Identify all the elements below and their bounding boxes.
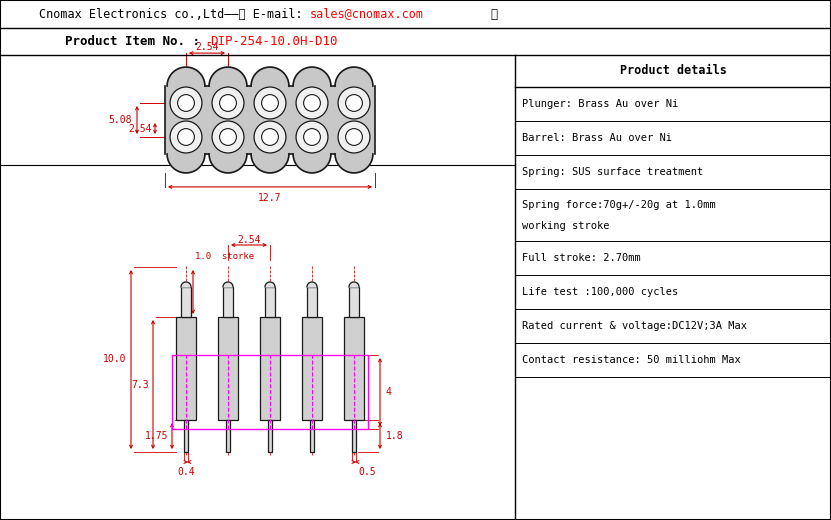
Bar (344, 317, 364, 420)
Text: 7.3: 7.3 (131, 380, 149, 389)
Polygon shape (265, 282, 275, 287)
Circle shape (346, 128, 362, 146)
Polygon shape (251, 154, 289, 173)
Polygon shape (181, 282, 191, 287)
Circle shape (178, 95, 194, 111)
Bar (268, 420, 272, 452)
Bar (223, 287, 233, 317)
Bar (260, 317, 280, 420)
Text: Life test :100,000 cycles: Life test :100,000 cycles (522, 287, 678, 297)
Circle shape (346, 95, 362, 111)
Polygon shape (307, 282, 317, 287)
Bar (181, 287, 191, 317)
Polygon shape (335, 67, 373, 86)
Circle shape (219, 95, 236, 111)
Circle shape (262, 128, 278, 146)
Polygon shape (209, 67, 247, 86)
Circle shape (212, 87, 244, 119)
Bar (172, 355, 368, 429)
Text: 2.54: 2.54 (237, 235, 261, 245)
Text: ）: ） (490, 7, 497, 20)
Polygon shape (209, 154, 247, 173)
Circle shape (296, 121, 328, 153)
Polygon shape (335, 154, 373, 173)
Text: 0.4: 0.4 (177, 467, 194, 477)
Text: 1.0  storke: 1.0 storke (195, 252, 254, 261)
Text: Contact resistance: 50 milliohm Max: Contact resistance: 50 milliohm Max (522, 355, 740, 365)
Polygon shape (349, 282, 359, 287)
Text: 1.8: 1.8 (386, 431, 404, 441)
Polygon shape (167, 67, 205, 86)
Circle shape (219, 128, 236, 146)
Circle shape (303, 128, 321, 146)
Bar (226, 420, 230, 452)
Circle shape (338, 87, 370, 119)
Text: Product details: Product details (620, 64, 726, 77)
Polygon shape (223, 282, 233, 287)
Circle shape (254, 121, 286, 153)
Text: 10.0: 10.0 (102, 355, 126, 365)
Polygon shape (167, 154, 205, 173)
Bar (218, 317, 238, 420)
Text: Spring force:70g+/-20g at 1.0mm: Spring force:70g+/-20g at 1.0mm (522, 200, 715, 210)
Bar (352, 420, 356, 452)
Text: DIP-254-10.0H-D10: DIP-254-10.0H-D10 (210, 35, 337, 48)
Bar (307, 287, 317, 317)
Text: 2.54: 2.54 (195, 42, 219, 52)
Circle shape (262, 95, 278, 111)
Circle shape (303, 95, 321, 111)
Polygon shape (293, 67, 331, 86)
Text: 12.7: 12.7 (258, 193, 282, 203)
Text: Plunger: Brass Au over Ni: Plunger: Brass Au over Ni (522, 99, 678, 109)
Circle shape (178, 128, 194, 146)
Text: 0.5: 0.5 (358, 467, 376, 477)
Circle shape (254, 87, 286, 119)
Bar (302, 317, 322, 420)
Bar (349, 287, 359, 317)
Bar (265, 287, 275, 317)
Text: 4: 4 (386, 387, 392, 397)
Text: sales@cnomax.com: sales@cnomax.com (310, 7, 424, 20)
Text: 1.75: 1.75 (145, 431, 168, 441)
Text: working stroke: working stroke (522, 222, 609, 231)
Text: Rated current & voltage:DC12V;3A Max: Rated current & voltage:DC12V;3A Max (522, 321, 747, 331)
Text: Full stroke: 2.70mm: Full stroke: 2.70mm (522, 253, 641, 263)
Circle shape (338, 121, 370, 153)
Circle shape (170, 121, 202, 153)
Text: Barrel: Brass Au over Ni: Barrel: Brass Au over Ni (522, 133, 672, 143)
Text: Cnomax Electronics co.,Ltd——（ E-mail:: Cnomax Electronics co.,Ltd——（ E-mail: (39, 7, 310, 20)
Circle shape (296, 87, 328, 119)
Bar (310, 420, 314, 452)
Bar (165, 86, 375, 154)
Polygon shape (293, 154, 331, 173)
Bar (184, 420, 188, 452)
Text: 5.08: 5.08 (109, 115, 132, 125)
Text: Product Item No. :: Product Item No. : (65, 35, 200, 48)
Bar (176, 317, 196, 420)
Circle shape (170, 87, 202, 119)
Polygon shape (251, 67, 289, 86)
Circle shape (212, 121, 244, 153)
Text: Spring: SUS surface treatment: Spring: SUS surface treatment (522, 167, 703, 177)
Text: 2.54: 2.54 (129, 123, 152, 134)
